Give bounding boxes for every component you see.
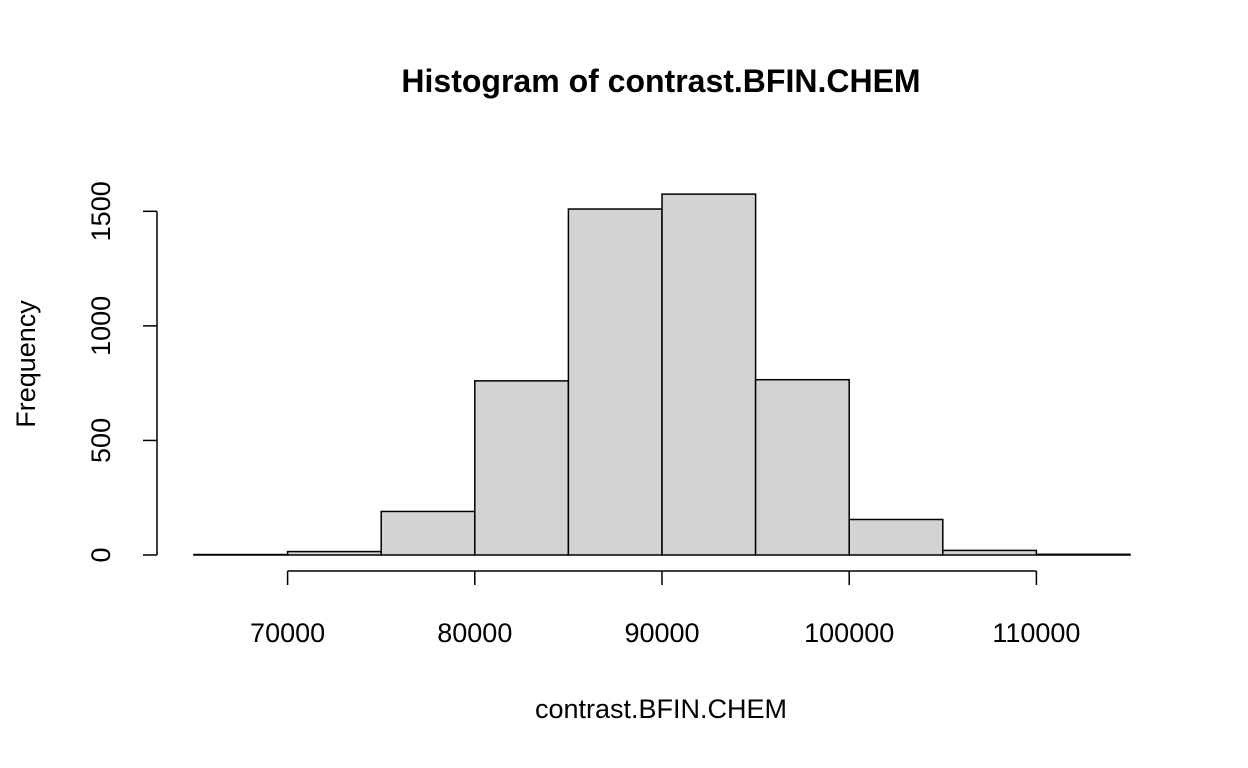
bars-group [193, 193, 1131, 556]
x-tick-label: 110000 [992, 618, 1080, 648]
histogram-bar [942, 549, 1038, 556]
histogram-bar [1035, 553, 1131, 556]
x-axis-label: contrast.BFIN.CHEM [535, 694, 787, 724]
histogram-bar [567, 208, 663, 556]
x-tick-label: 80000 [437, 618, 512, 648]
chart-title: Histogram of contrast.BFIN.CHEM [401, 63, 920, 99]
y-axis-label: Frequency [11, 300, 41, 428]
y-tick-label: 0 [86, 547, 116, 562]
histogram-bar [848, 518, 944, 556]
histogram-bar [474, 380, 570, 556]
y-tick-label: 1500 [86, 181, 116, 241]
y-tick-label: 1000 [86, 296, 116, 356]
x-axis: 70000 80000 90000 100000 110000 [250, 570, 1080, 648]
x-tick-label: 100000 [804, 618, 894, 648]
histogram-bar [380, 510, 476, 556]
y-tick-label: 500 [86, 418, 116, 463]
histogram-bar [661, 193, 757, 556]
x-tick-label: 70000 [250, 618, 325, 648]
y-axis: 0 500 1000 1500 [86, 181, 158, 563]
histogram-bar [286, 550, 382, 556]
x-tick-label: 90000 [624, 618, 699, 648]
histogram-bar [754, 378, 850, 556]
